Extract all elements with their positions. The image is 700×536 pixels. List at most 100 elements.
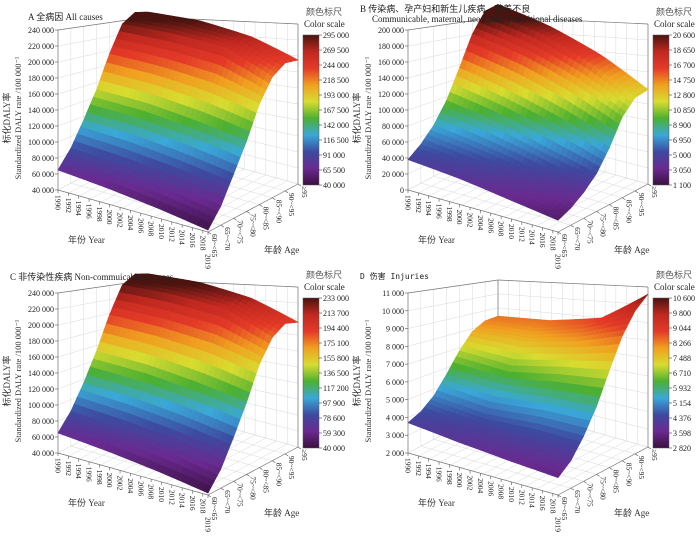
year-tick-label: 2000 — [455, 472, 464, 487]
z-tick-label: 6 000 — [386, 378, 404, 387]
x-axis-title: 年份 Year — [68, 497, 105, 508]
colorbar-tick-label: 295 000 — [323, 31, 349, 40]
year-tick-label: 1992 — [414, 461, 423, 476]
z-tick-label: 20 000 — [382, 170, 404, 179]
year-tick-label: 1990 — [404, 195, 413, 210]
colorbar-title-en: Color scale — [304, 282, 345, 292]
year-tick-label: 1998 — [445, 207, 454, 222]
colorbar-tick-label: 117 200 — [323, 384, 349, 393]
year-tick-label: 2014 — [178, 493, 187, 508]
year-tick-label: 1992 — [64, 461, 73, 476]
year-tick-label: 2010 — [507, 224, 516, 239]
z-tick-label: 60 000 — [32, 170, 54, 179]
z-tick-label: 2 000 — [386, 449, 404, 458]
age-tick-label: 65~<70 — [223, 227, 232, 251]
colorbar-tick-label: 193 000 — [323, 91, 349, 100]
age-tick-label: ≥95 — [300, 449, 309, 461]
colorbar-tick-label: 40 000 — [323, 181, 345, 190]
colorbar-tick-label: 3 050 — [673, 166, 691, 175]
colorbar-title-cn: 颜色标尺 — [656, 269, 692, 280]
year-tick-label: 1998 — [95, 470, 104, 485]
year-tick-label: 2016 — [538, 233, 547, 248]
year-tick-label: 1994 — [424, 201, 433, 216]
year-tick-label: 2019 — [204, 517, 213, 532]
axis-line — [497, 279, 649, 288]
age-tick-label: 75~<80 — [249, 476, 258, 500]
z-tick-label: 5 000 — [386, 396, 404, 405]
year-tick-label: 1996 — [85, 467, 94, 482]
z-tick-label: 40 000 — [382, 154, 404, 163]
age-tick-label: 75~<80 — [599, 213, 608, 237]
z-tick-label: 11 000 — [382, 289, 404, 298]
z-tick-label: 120 000 — [28, 385, 54, 394]
year-tick-label: 2012 — [517, 227, 526, 242]
year-tick-label: 2006 — [136, 481, 145, 496]
z-tick-label: 220 000 — [28, 42, 54, 51]
colorbar-tick-label: 16 700 — [673, 61, 695, 70]
colorbar-tick-label: 116 500 — [323, 136, 349, 145]
year-tick-label: 2012 — [517, 490, 526, 505]
colorbar-tick-label: 7 488 — [673, 354, 691, 363]
z-tick-label: 240 000 — [28, 289, 54, 298]
surface-patch — [202, 221, 212, 231]
year-tick-label: 2008 — [147, 484, 156, 499]
colorbar-tick-label: 167 500 — [323, 106, 349, 115]
year-tick-label: 2014 — [178, 230, 187, 245]
age-tick-label: 65~<70 — [573, 227, 582, 251]
year-tick-label: 1994 — [424, 464, 433, 479]
year-tick-label: 2018 — [198, 236, 207, 251]
age-tick — [220, 224, 225, 228]
age-tick — [272, 460, 276, 463]
panel-title: A 全病因 All causes — [28, 12, 103, 22]
year-tick-label: 1996 — [85, 204, 94, 219]
year-tick-label: 1990 — [404, 458, 413, 473]
colorbar-tick-label: 5 154 — [673, 399, 691, 408]
colorbar-tick-label: 18 650 — [673, 46, 695, 55]
colorbar-title-cn: 颜色标尺 — [306, 6, 342, 17]
age-tick-label: 90~<95 — [637, 456, 646, 480]
age-tick — [246, 211, 250, 214]
z-tick-label: 7 000 — [386, 360, 404, 369]
year-tick-label: 2010 — [507, 487, 516, 502]
year-tick-label: 2014 — [528, 230, 537, 245]
year-tick-label: 1998 — [445, 470, 454, 485]
age-tick-label: 80~<85 — [261, 207, 270, 231]
z-tick-label: 0 — [400, 186, 404, 195]
year-tick-label: 2002 — [466, 212, 475, 227]
colorbar-tick-label: 65 500 — [323, 166, 345, 175]
colorbar-tick-label: 136 500 — [323, 369, 349, 378]
colorbar-tick-label: 8 900 — [673, 121, 691, 130]
age-tick-label: 60~<65 — [560, 497, 569, 521]
z-tick-label: 200 000 — [28, 321, 54, 330]
colorbar-tick-label: 5 000 — [673, 151, 691, 160]
year-tick-label: 2016 — [538, 496, 547, 511]
colorbar-tick-label: 9 044 — [673, 324, 691, 333]
age-tick-label: 85~<90 — [624, 463, 633, 487]
age-tick-label: 60~<65 — [560, 234, 569, 258]
panel-title: B 传染病、孕产妇和新生儿疾病、营养不良 — [360, 4, 531, 14]
axis-line — [407, 452, 559, 496]
year-tick-label: 2002 — [116, 212, 125, 227]
y-axis-title-en: Standardized DALY rate /100 000⁻¹ — [363, 56, 373, 179]
year-tick-label: 2012 — [167, 490, 176, 505]
age-tick — [284, 453, 289, 457]
surface-plot-a: 40 000 60 000 80 000 100 000 120 000 140 000 1… — [1, 6, 349, 269]
year-tick-label: 2006 — [486, 218, 495, 233]
colorbar — [302, 34, 320, 186]
age-tick-label: 80~<85 — [611, 470, 620, 494]
panel-b: 0 20 000 40 000 60 000 80 000 100 000 120 000 1… — [350, 0, 700, 269]
year-tick-label: 1994 — [74, 201, 83, 216]
year-tick-label: 1992 — [414, 198, 423, 213]
age-tick-label: 65~<70 — [573, 490, 582, 514]
age-tick — [622, 460, 626, 463]
z-tick-label: 200 000 — [28, 58, 54, 67]
age-axis-title: 年龄 Age — [614, 244, 649, 255]
axis-line — [57, 452, 209, 496]
panel-a: 40 000 60 000 80 000 100 000 120 000 140 000 1… — [0, 0, 350, 269]
age-tick — [233, 481, 237, 484]
year-tick-label: 2014 — [528, 493, 537, 508]
year-tick-label: 2000 — [105, 472, 114, 487]
surface-patch — [552, 214, 562, 221]
colorbar-tick-label: 4 376 — [673, 414, 691, 423]
